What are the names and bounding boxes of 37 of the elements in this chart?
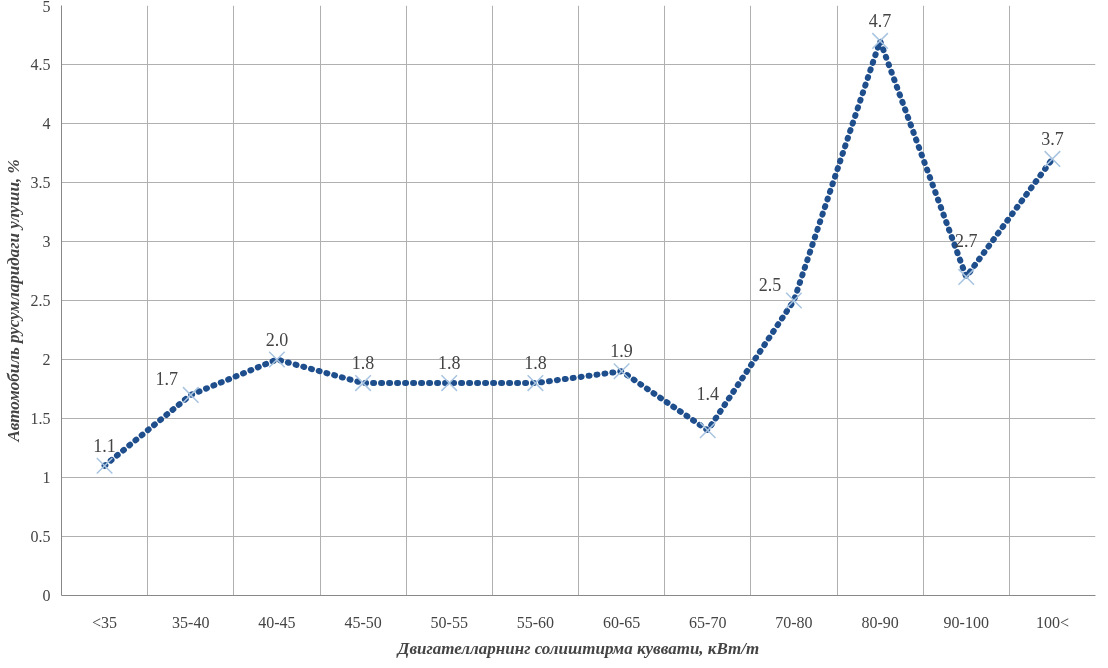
y-tick-label: 2.5 [30, 292, 51, 309]
data-label: 1.7 [155, 368, 178, 389]
data-label: 3.7 [1041, 128, 1064, 149]
x-tick-label: 80-90 [861, 613, 899, 631]
x-tick-label: 65-70 [689, 613, 727, 631]
y-tick-label: 0 [42, 587, 51, 604]
data-label: 1.8 [524, 353, 547, 374]
x-axis-title: Двигателларнинг солиштирма куввати, кВт/т [395, 638, 760, 658]
x-tick-label: 90-100 [943, 613, 989, 631]
data-label: 1.8 [438, 353, 461, 374]
y-tick-label: 1.5 [30, 410, 51, 427]
data-label: 2.5 [758, 274, 782, 295]
y-tick-label: 3 [42, 233, 51, 250]
data-label: 2.7 [955, 230, 978, 251]
x-tick-label: 60-65 [602, 613, 641, 631]
y-tick-label: 0.5 [30, 528, 51, 545]
y-tick-label: 4.5 [30, 56, 51, 73]
y-tick-label: 1 [42, 469, 51, 486]
y-tick-label: 4 [42, 115, 51, 132]
y-axis-title: Автомобиль русумларидаги улуши, % [3, 159, 23, 443]
x-tick-label: 100< [1035, 613, 1069, 631]
data-label: 2.0 [265, 329, 289, 350]
y-tick-label: 2 [42, 351, 51, 368]
x-tick-label: <35 [92, 613, 118, 631]
x-tick-label: 40-45 [258, 613, 296, 631]
x-tick-label: 35-40 [172, 613, 210, 631]
y-tick-label: 3.5 [30, 174, 51, 191]
x-tick-label: 45-50 [344, 613, 382, 631]
x-tick-label: 55-60 [516, 613, 555, 631]
data-label: 1.8 [351, 353, 375, 374]
data-label: 1.9 [610, 341, 633, 362]
y-tick-label: 5 [42, 0, 51, 15]
x-tick-label: 70-80 [775, 613, 813, 631]
data-label: 1.1 [93, 435, 116, 456]
data-label: 1.4 [696, 384, 719, 405]
x-tick-label: 50-55 [430, 613, 468, 631]
data-label: 4.7 [868, 10, 892, 31]
